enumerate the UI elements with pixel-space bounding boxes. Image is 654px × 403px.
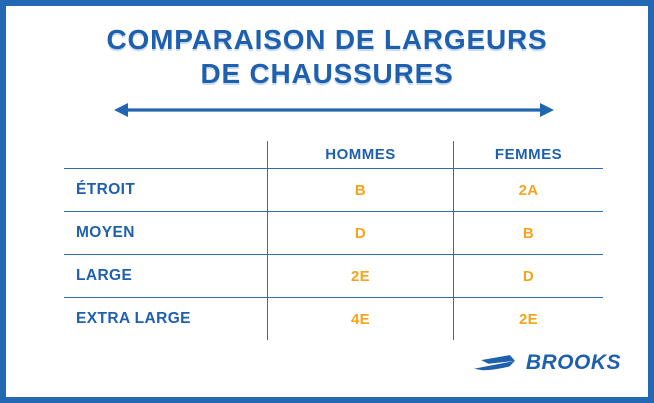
header-femmes: FEMMES	[453, 141, 603, 168]
table-cell: B	[453, 212, 603, 254]
table-cell: D	[267, 212, 453, 254]
row-label: MOYEN	[76, 224, 135, 241]
title-line-1: COMPARAISON DE LARGEURS	[106, 24, 548, 55]
table-row: LARGE 2E D	[64, 255, 603, 298]
double-arrow-icon	[114, 103, 554, 117]
table-cell: 2A	[453, 169, 603, 211]
row-label: EXTRA LARGE	[76, 310, 191, 327]
table-row: ÉTROIT B 2A	[64, 169, 603, 212]
table-header-row: HOMMES FEMMES	[64, 141, 603, 169]
width-value: D	[354, 224, 367, 242]
brooks-chevron-icon	[473, 355, 515, 371]
table-cell: 2E	[453, 298, 603, 340]
table-row: MOYEN D B	[64, 212, 603, 255]
table-cell: B	[267, 169, 453, 211]
table-row: EXTRA LARGE 4E 2E	[64, 298, 603, 340]
column-header-label: HOMMES	[325, 146, 396, 163]
table-cell: D	[453, 255, 603, 297]
width-value: 2A	[518, 181, 539, 199]
width-value: 2E	[351, 267, 370, 285]
width-comparison-table: HOMMES FEMMES ÉTROIT B 2A MOYEN D B LARG…	[64, 141, 603, 340]
width-value: 4E	[351, 310, 370, 328]
brooks-wordmark: BROOKS	[525, 351, 621, 374]
width-value: D	[522, 267, 535, 285]
row-label: ÉTROIT	[76, 181, 136, 198]
page-title: COMPARAISON DE LARGEURS DE CHAUSSURES	[6, 23, 648, 91]
table-cell: 4E	[267, 298, 453, 340]
table-cell: 2E	[267, 255, 453, 297]
brooks-logo: BROOKS	[473, 351, 621, 375]
header-hommes: HOMMES	[267, 141, 453, 168]
width-value: B	[354, 181, 367, 199]
column-header-label: FEMMES	[494, 146, 563, 163]
header-empty-cell	[64, 141, 267, 168]
width-value: 2E	[519, 310, 538, 328]
width-value: B	[522, 224, 535, 242]
title-line-2: DE CHAUSSURES	[200, 58, 454, 89]
row-label: LARGE	[76, 267, 133, 284]
